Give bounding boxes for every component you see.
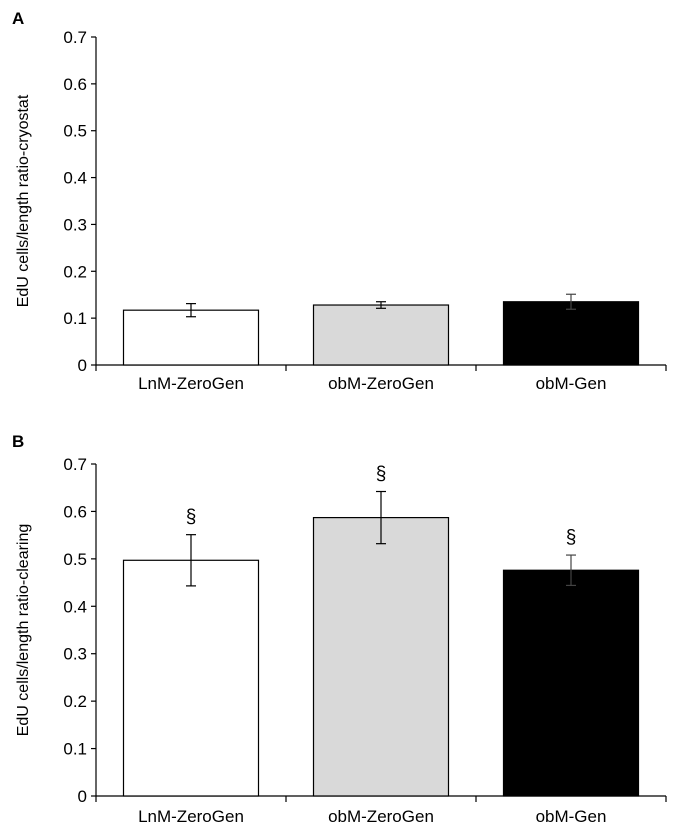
bar-3 xyxy=(502,569,640,797)
y-axis-title: EdU cells/length ratio-clearing xyxy=(15,524,32,737)
y-tick-label: 0.6 xyxy=(63,502,87,521)
y-tick-label: 0.4 xyxy=(63,169,87,188)
bar-3 xyxy=(502,301,640,366)
significance-mark-1: § xyxy=(186,507,197,528)
y-tick-label: 0.1 xyxy=(63,309,87,328)
x-tick-label: obM-Gen xyxy=(536,807,607,826)
bar-1 xyxy=(122,559,260,797)
y-axis-title: EdU cells/length ratio-cryostat xyxy=(15,94,32,307)
panel-label: B xyxy=(12,432,24,451)
y-tick-label: 0.1 xyxy=(63,740,87,759)
x-tick-label: obM-Gen xyxy=(536,374,607,393)
significance-mark-3: § xyxy=(566,527,577,548)
y-tick-label: 0.7 xyxy=(63,28,87,47)
y-tick-label: 0.7 xyxy=(63,455,87,474)
y-tick-label: 0.3 xyxy=(63,215,87,234)
panel-b-chart: B EdU cells/length ratio-clearing 0 0.1 0.2 0… xyxy=(12,432,667,826)
bar-2 xyxy=(312,304,450,366)
y-tick-label: 0 xyxy=(78,787,87,806)
bar-1 xyxy=(122,309,260,366)
y-tick-label: 0.2 xyxy=(63,692,87,711)
significance-mark-2: § xyxy=(376,464,387,485)
y-tick-label: 0.4 xyxy=(63,597,87,616)
y-tick-label: 0.3 xyxy=(63,645,87,664)
x-tick-label: obM-ZeroGen xyxy=(328,374,434,393)
panel-a-chart: A EdU cells/length ratio-cryostat 0 0.1 0.2 0… xyxy=(12,9,667,393)
x-tick-label: LnM-ZeroGen xyxy=(138,807,244,826)
panel-label: A xyxy=(12,9,24,28)
y-tick-label: 0.6 xyxy=(63,75,87,94)
x-tick-label: obM-ZeroGen xyxy=(328,807,434,826)
y-tick-label: 0.2 xyxy=(63,262,87,281)
y-tick-label: 0.5 xyxy=(63,122,87,141)
bar-2 xyxy=(312,516,450,797)
y-tick-label: 0.5 xyxy=(63,550,87,569)
y-tick-label: 0 xyxy=(78,356,87,375)
x-tick-label: LnM-ZeroGen xyxy=(138,374,244,393)
